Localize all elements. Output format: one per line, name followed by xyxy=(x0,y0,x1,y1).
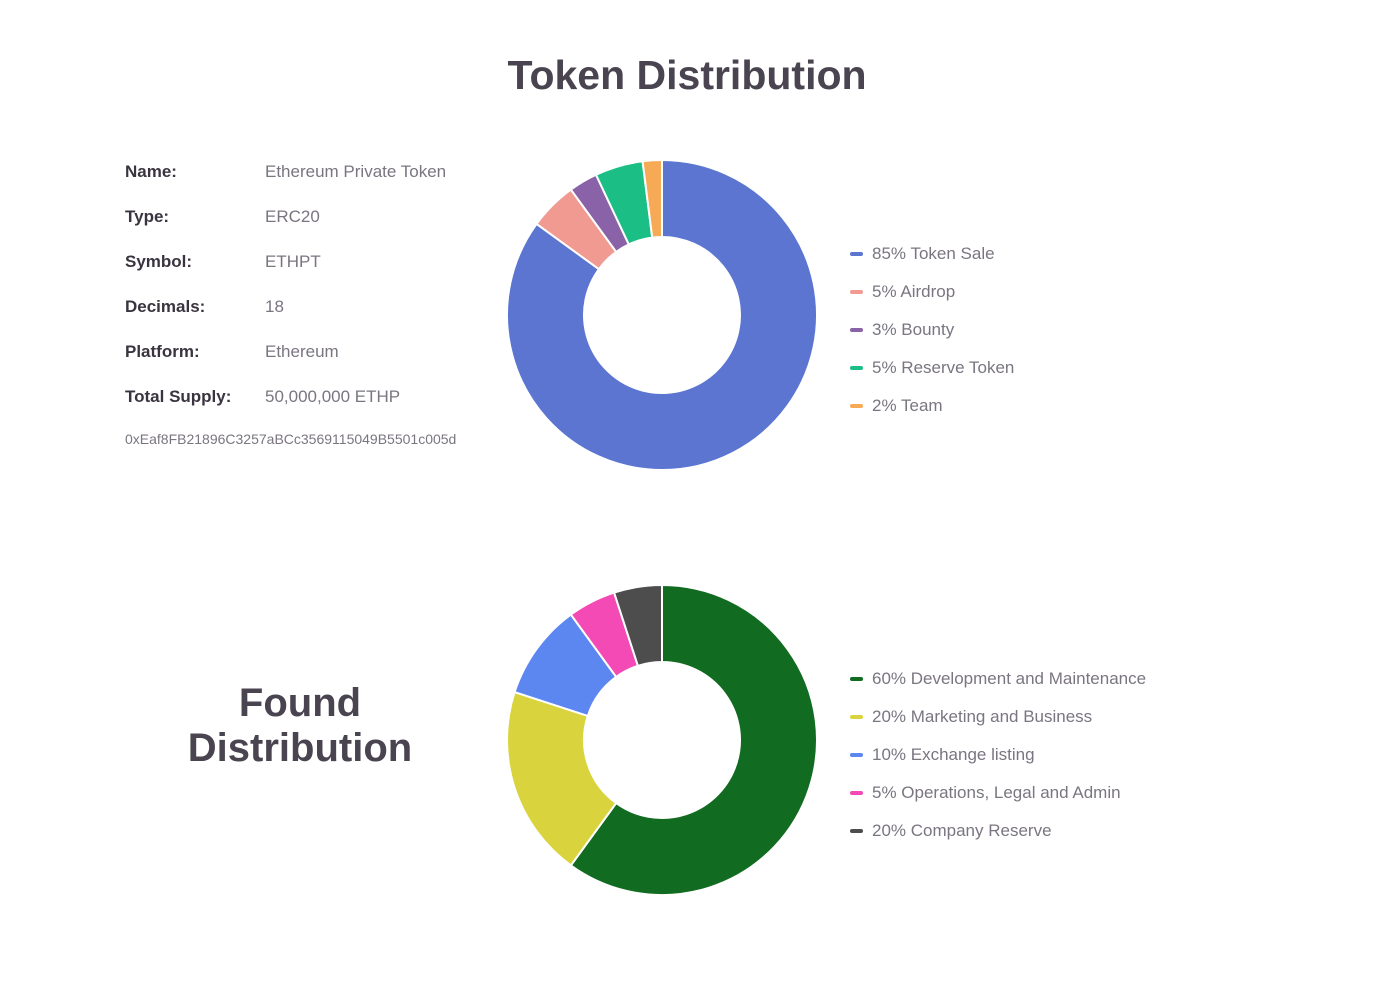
found-distribution-title: Found Distribution xyxy=(150,681,450,771)
info-row-decimals: Decimals: 18 xyxy=(125,295,446,340)
legend-swatch xyxy=(850,366,863,370)
token-distribution-title: Token Distribution xyxy=(507,52,867,98)
info-key: Total Supply: xyxy=(125,387,232,406)
token-distribution-legend: 85% Token Sale 5% Airdrop 3% Bounty 5% Rese… xyxy=(850,242,1014,432)
legend-label: 10% Exchange listing xyxy=(872,745,1035,764)
info-row-total-supply: Total Supply: 50,000,000 ETHP xyxy=(125,385,446,430)
legend-label: 20% Company Reserve xyxy=(872,821,1052,840)
legend-item[interactable]: 10% Exchange listing xyxy=(850,743,1146,781)
info-key: Decimals: xyxy=(125,297,206,316)
info-key: Type: xyxy=(125,207,170,226)
info-key: Symbol: xyxy=(125,252,193,271)
legend-item[interactable]: 20% Marketing and Business xyxy=(850,705,1146,743)
donut-slice-2-team[interactable] xyxy=(641,158,663,239)
token-distribution-donut-chart xyxy=(506,158,818,471)
found-distribution-title-line2: Distribution xyxy=(187,726,413,770)
legend-label: 5% Reserve Token xyxy=(872,358,1015,377)
legend-label: 5% Airdrop xyxy=(872,282,956,301)
info-key: Platform: xyxy=(125,342,200,361)
legend-item[interactable]: 60% Development and Maintenance xyxy=(850,667,1146,705)
info-value: ERC20 xyxy=(265,207,320,226)
info-row-platform: Platform: Ethereum xyxy=(125,340,446,385)
donut-slice-85-token-sale[interactable] xyxy=(506,158,818,471)
legend-label: 85% Token Sale xyxy=(872,244,995,263)
info-value: ETHPT xyxy=(265,252,321,271)
contract-address: 0xEaf8FB21896C3257aBCc3569115049B5501c00… xyxy=(125,431,457,447)
token-info-table: Name: Ethereum Private Token Type: ERC20… xyxy=(125,160,446,430)
legend-label: 2% Team xyxy=(872,396,943,415)
info-value: 18 xyxy=(265,297,284,316)
legend-item[interactable]: 3% Bounty xyxy=(850,318,1014,356)
info-value: Ethereum xyxy=(265,342,339,361)
legend-swatch xyxy=(850,677,863,681)
legend-swatch xyxy=(850,715,863,719)
legend-swatch xyxy=(850,791,863,795)
legend-swatch xyxy=(850,753,863,757)
legend-label: 20% Marketing and Business xyxy=(872,707,1093,726)
legend-label: 5% Operations, Legal and Admin xyxy=(872,783,1121,802)
legend-item[interactable]: 85% Token Sale xyxy=(850,242,1014,280)
legend-swatch xyxy=(850,252,863,256)
legend-swatch xyxy=(850,829,863,833)
legend-item[interactable]: 5% Reserve Token xyxy=(850,356,1014,394)
info-row-symbol: Symbol: ETHPT xyxy=(125,250,446,295)
legend-swatch xyxy=(850,404,863,408)
donut-slice-20-company-reserve[interactable] xyxy=(612,583,663,668)
legend-item[interactable]: 2% Team xyxy=(850,394,1014,432)
legend-swatch xyxy=(850,328,863,332)
info-key: Name: xyxy=(125,162,177,181)
donut-slice-60-development-and-maintenance[interactable] xyxy=(569,583,818,896)
found-distribution-legend: 60% Development and Maintenance 20% Marke… xyxy=(850,667,1146,857)
info-row-name: Name: Ethereum Private Token xyxy=(125,160,446,205)
info-row-type: Type: ERC20 xyxy=(125,205,446,250)
legend-item[interactable]: 5% Operations, Legal and Admin xyxy=(850,781,1146,819)
legend-item[interactable]: 5% Airdrop xyxy=(850,280,1014,318)
legend-item[interactable]: 20% Company Reserve xyxy=(850,819,1146,857)
found-distribution-donut-chart xyxy=(506,583,818,896)
donut-slice-20-marketing-and-business[interactable] xyxy=(506,690,618,867)
legend-label: 60% Development and Maintenance xyxy=(872,669,1147,688)
info-value: Ethereum Private Token xyxy=(265,162,447,181)
legend-label: 3% Bounty xyxy=(872,320,955,339)
legend-swatch xyxy=(850,290,863,294)
found-distribution-title-line1: Found xyxy=(238,681,362,725)
info-value: 50,000,000 ETHP xyxy=(265,387,401,406)
